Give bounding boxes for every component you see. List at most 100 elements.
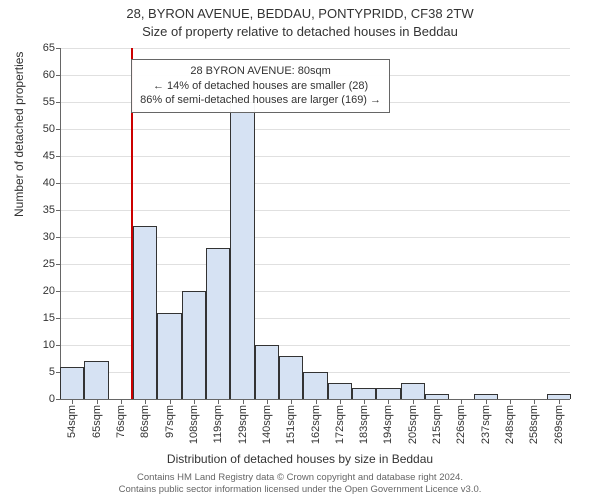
plot-area: 54sqm65sqm76sqm86sqm97sqm108sqm119sqm129… bbox=[60, 48, 570, 400]
x-tick-label: 54sqm bbox=[66, 405, 78, 438]
x-tick-mark bbox=[267, 399, 268, 404]
annotation-box: 28 BYRON AVENUE: 80sqm← 14% of detached … bbox=[131, 59, 390, 114]
x-tick-label: 205sqm bbox=[407, 405, 419, 444]
y-tick-mark bbox=[56, 291, 61, 292]
gridline bbox=[61, 183, 570, 184]
histogram-bar bbox=[352, 388, 376, 399]
annotation-line1: 28 BYRON AVENUE: 80sqm bbox=[140, 64, 381, 79]
x-tick-mark bbox=[413, 399, 414, 404]
histogram-bar bbox=[328, 383, 352, 399]
chart-title-line1: 28, BYRON AVENUE, BEDDAU, PONTYPRIDD, CF… bbox=[0, 6, 600, 21]
gridline bbox=[61, 48, 570, 49]
histogram-bar bbox=[255, 345, 279, 399]
y-tick-mark bbox=[56, 210, 61, 211]
x-tick-mark bbox=[194, 399, 195, 404]
x-tick-label: 76sqm bbox=[115, 405, 127, 438]
x-tick-label: 65sqm bbox=[91, 405, 103, 438]
histogram-bar bbox=[376, 388, 400, 399]
x-tick-label: 162sqm bbox=[310, 405, 322, 444]
y-tick-label: 10 bbox=[27, 339, 55, 351]
y-tick-mark bbox=[56, 156, 61, 157]
x-tick-label: 108sqm bbox=[188, 405, 200, 444]
y-tick-mark bbox=[56, 102, 61, 103]
y-tick-mark bbox=[56, 183, 61, 184]
x-tick-mark bbox=[437, 399, 438, 404]
x-tick-label: 269sqm bbox=[553, 405, 565, 444]
x-tick-label: 248sqm bbox=[504, 405, 516, 444]
x-tick-mark bbox=[510, 399, 511, 404]
y-tick-label: 65 bbox=[27, 42, 55, 54]
histogram-bar bbox=[182, 291, 206, 399]
histogram-bar bbox=[206, 248, 230, 399]
x-tick-mark bbox=[388, 399, 389, 404]
y-tick-label: 55 bbox=[27, 96, 55, 108]
chart-root: 28, BYRON AVENUE, BEDDAU, PONTYPRIDD, CF… bbox=[0, 0, 600, 500]
y-tick-mark bbox=[56, 399, 61, 400]
histogram-bar bbox=[401, 383, 425, 399]
y-tick-label: 60 bbox=[27, 69, 55, 81]
x-tick-mark bbox=[72, 399, 73, 404]
x-tick-label: 183sqm bbox=[358, 405, 370, 444]
y-tick-label: 35 bbox=[27, 204, 55, 216]
histogram-bar bbox=[157, 313, 181, 399]
histogram-bar bbox=[230, 102, 254, 399]
y-tick-label: 15 bbox=[27, 312, 55, 324]
x-tick-label: 172sqm bbox=[334, 405, 346, 444]
x-tick-mark bbox=[218, 399, 219, 404]
annotation-line3: 86% of semi-detached houses are larger (… bbox=[140, 93, 381, 108]
histogram-bar bbox=[133, 226, 157, 399]
x-tick-mark bbox=[170, 399, 171, 404]
x-tick-label: 119sqm bbox=[212, 405, 224, 443]
x-tick-mark bbox=[486, 399, 487, 404]
histogram-bar bbox=[279, 356, 303, 399]
y-tick-label: 45 bbox=[27, 150, 55, 162]
y-tick-mark bbox=[56, 237, 61, 238]
y-tick-label: 40 bbox=[27, 177, 55, 189]
x-tick-mark bbox=[121, 399, 122, 404]
x-tick-mark bbox=[243, 399, 244, 404]
x-tick-label: 215sqm bbox=[431, 405, 443, 444]
x-tick-mark bbox=[291, 399, 292, 404]
x-tick-label: 140sqm bbox=[261, 405, 273, 444]
histogram-bar bbox=[303, 372, 327, 399]
footer-line1: Contains HM Land Registry data © Crown c… bbox=[0, 472, 600, 484]
x-tick-mark bbox=[316, 399, 317, 404]
x-tick-mark bbox=[97, 399, 98, 404]
x-tick-label: 151sqm bbox=[285, 405, 297, 444]
y-tick-label: 5 bbox=[27, 366, 55, 378]
x-tick-mark bbox=[461, 399, 462, 404]
x-tick-label: 86sqm bbox=[139, 405, 151, 438]
x-tick-label: 97sqm bbox=[164, 405, 176, 438]
y-tick-mark bbox=[56, 345, 61, 346]
y-tick-label: 25 bbox=[27, 258, 55, 270]
y-tick-mark bbox=[56, 48, 61, 49]
y-tick-label: 20 bbox=[27, 285, 55, 297]
x-tick-label: 194sqm bbox=[382, 405, 394, 444]
x-tick-label: 129sqm bbox=[237, 405, 249, 444]
x-tick-label: 258sqm bbox=[528, 405, 540, 444]
histogram-bar bbox=[84, 361, 108, 399]
y-tick-mark bbox=[56, 75, 61, 76]
x-tick-mark bbox=[145, 399, 146, 404]
histogram-bar bbox=[60, 367, 84, 399]
x-tick-mark bbox=[340, 399, 341, 404]
annotation-line2: ← 14% of detached houses are smaller (28… bbox=[140, 79, 381, 94]
chart-title-line2: Size of property relative to detached ho… bbox=[0, 24, 600, 39]
y-tick-label: 0 bbox=[27, 393, 55, 405]
gridline bbox=[61, 129, 570, 130]
footer-attribution: Contains HM Land Registry data © Crown c… bbox=[0, 472, 600, 496]
y-tick-mark bbox=[56, 264, 61, 265]
x-tick-mark bbox=[364, 399, 365, 404]
y-axis-title: Number of detached properties bbox=[12, 52, 26, 217]
y-tick-label: 50 bbox=[27, 123, 55, 135]
x-tick-label: 237sqm bbox=[480, 405, 492, 444]
footer-line2: Contains public sector information licen… bbox=[0, 484, 600, 496]
gridline bbox=[61, 210, 570, 211]
x-tick-label: 226sqm bbox=[455, 405, 467, 444]
y-tick-mark bbox=[56, 318, 61, 319]
x-axis-title: Distribution of detached houses by size … bbox=[0, 452, 600, 466]
y-tick-label: 30 bbox=[27, 231, 55, 243]
x-tick-mark bbox=[559, 399, 560, 404]
gridline bbox=[61, 156, 570, 157]
x-tick-mark bbox=[534, 399, 535, 404]
